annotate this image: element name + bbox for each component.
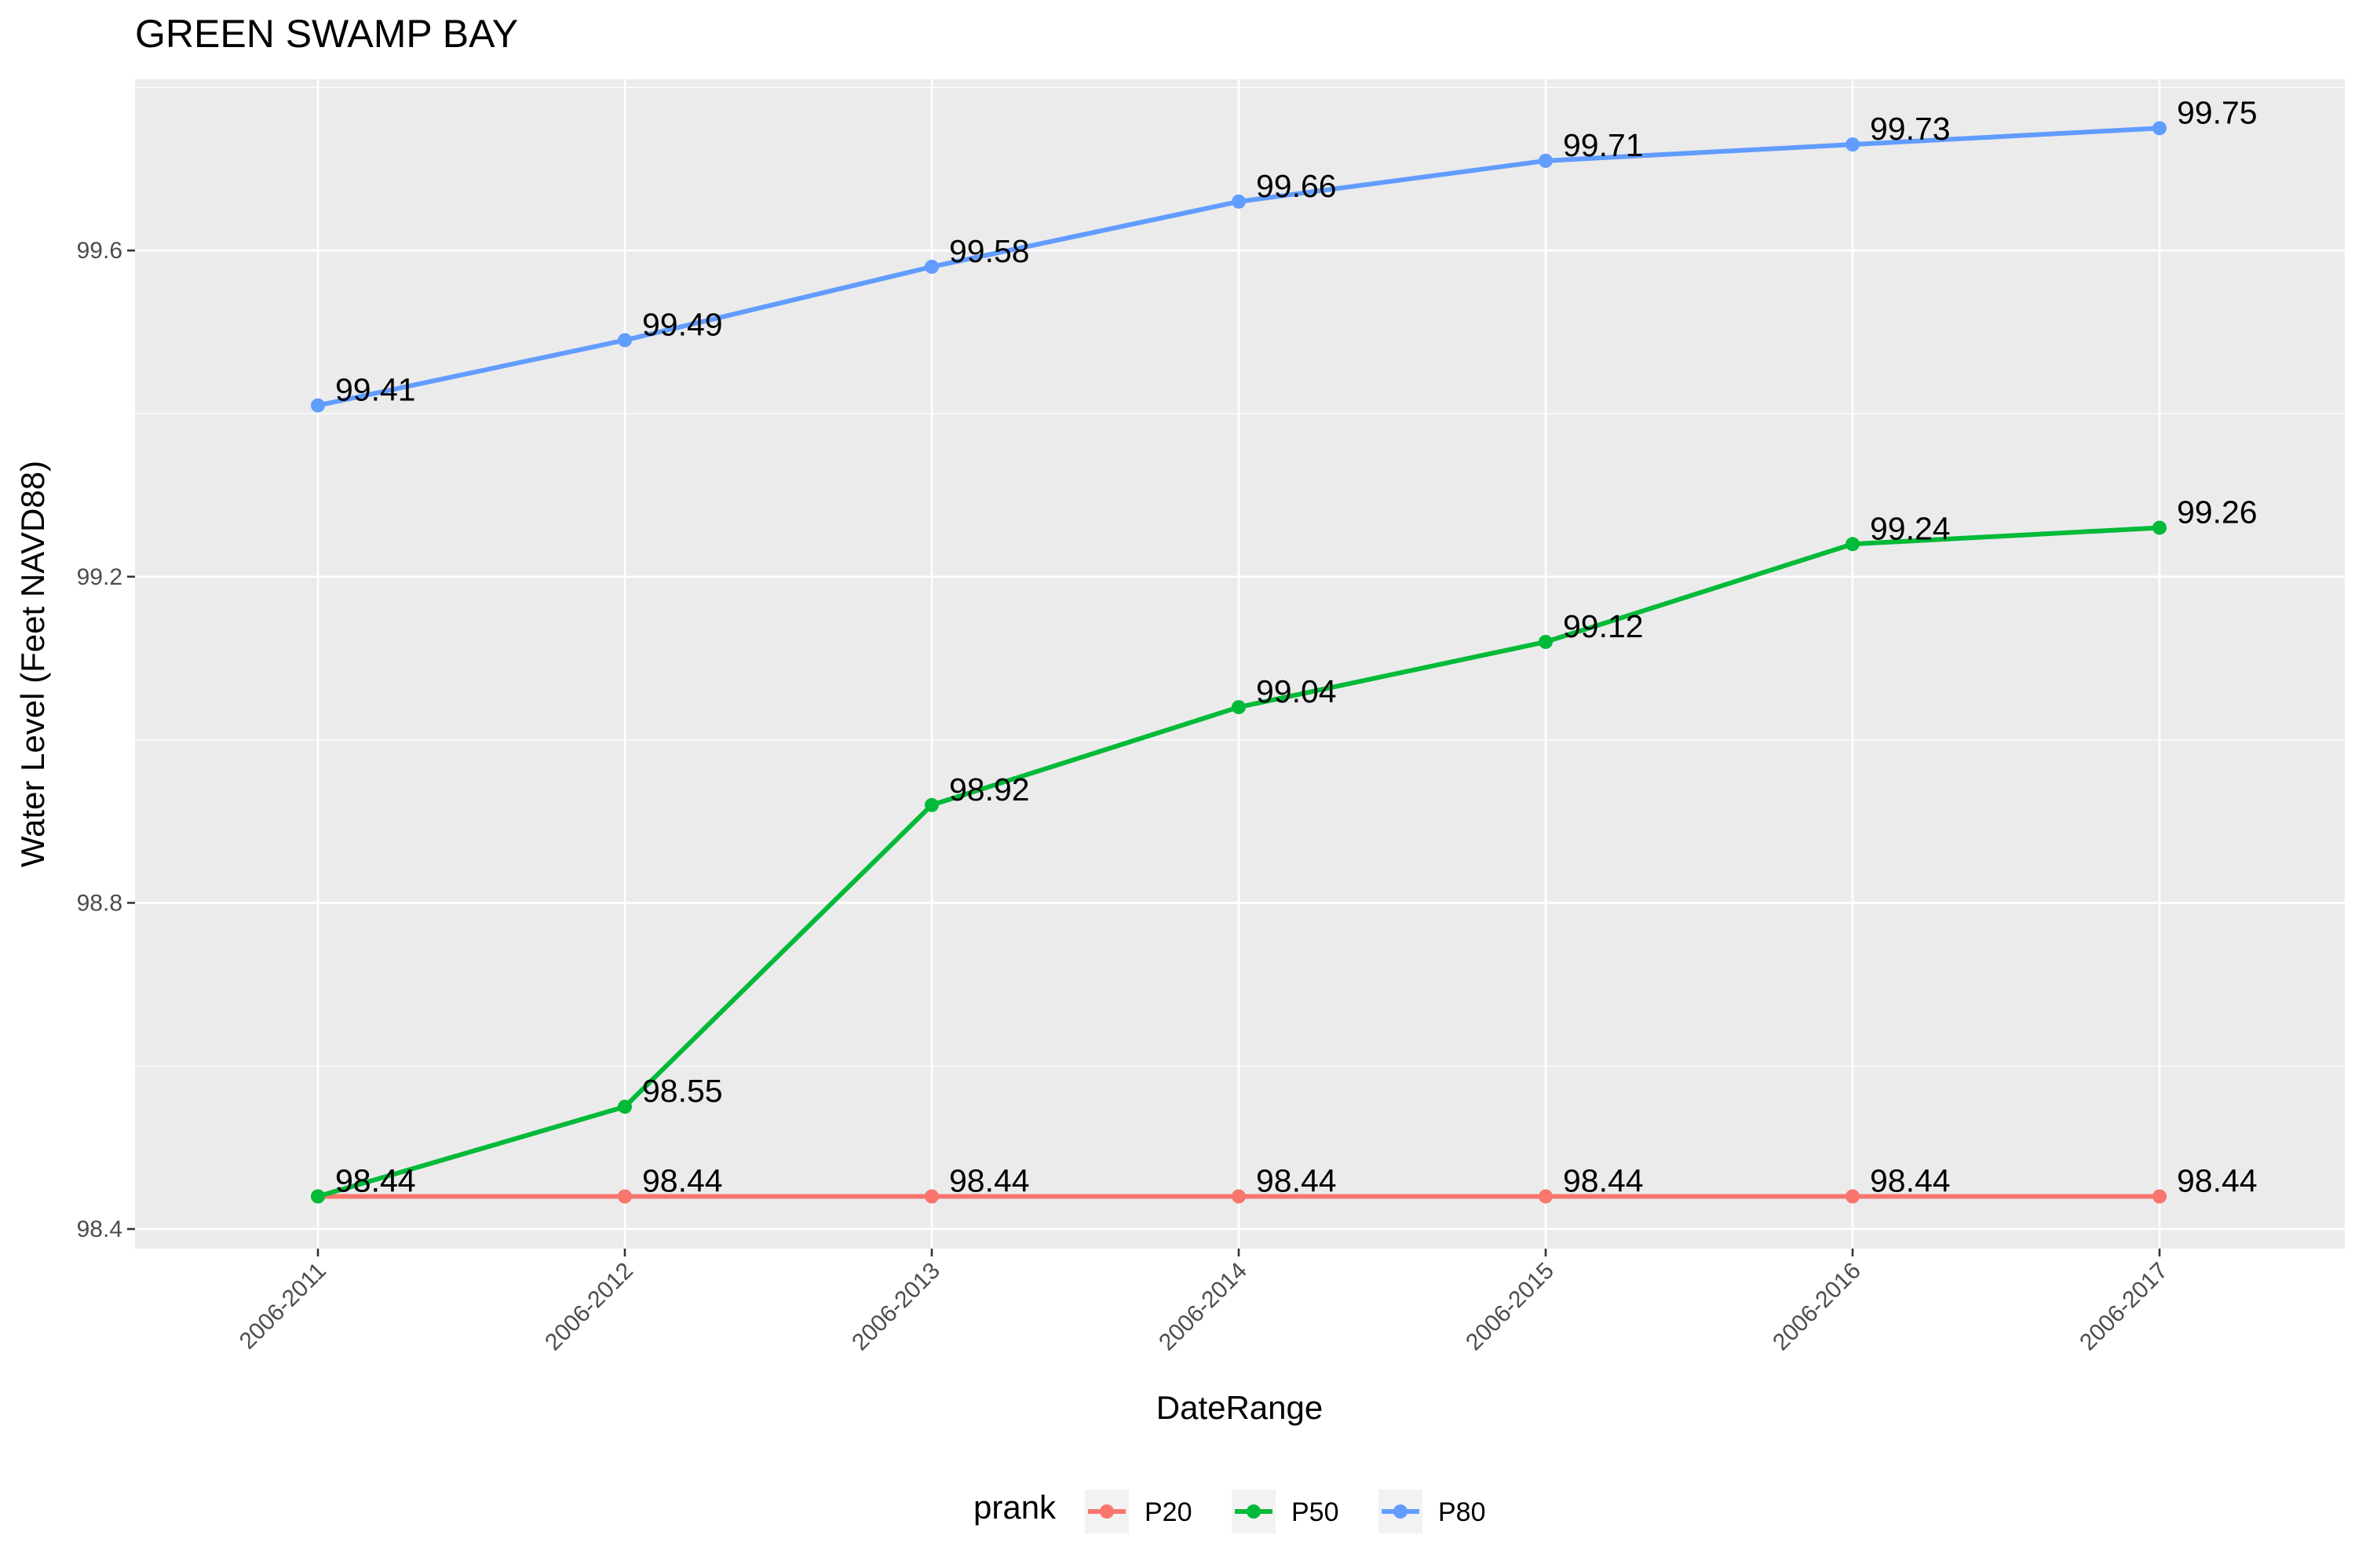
data-label-p50: 98.44 [335,1163,416,1199]
data-label-p20: 98.44 [1870,1163,1951,1199]
legend-key-point-p20 [1100,1504,1114,1519]
x-tick-label: 2006-2013 [847,1258,945,1356]
data-point-p50 [925,797,939,812]
legend-key-point-p80 [1393,1504,1408,1519]
plot-panel [135,79,2345,1249]
data-point-p80 [1539,153,1553,168]
data-label-p20: 98.44 [2177,1163,2258,1199]
data-label-p50: 99.04 [1256,673,1337,709]
data-point-p20 [1232,1189,1246,1204]
data-label-p50: 99.26 [2177,494,2258,530]
x-tick-label: 2006-2011 [235,1258,331,1355]
data-label-p20: 98.44 [1563,1163,1644,1199]
data-label-p20: 98.44 [642,1163,723,1199]
data-point-p20 [925,1189,939,1204]
legend: prank P20 P50 P80 [973,1489,1486,1533]
data-series [311,121,2167,1204]
legend-label-p20: P20 [1145,1497,1192,1527]
x-tick-label: 2006-2012 [540,1258,638,1356]
data-point-p20 [1846,1189,1860,1204]
legend-title: prank [973,1489,1057,1526]
data-point-p20 [1539,1189,1553,1204]
y-tick-label: 98.8 [77,890,122,916]
data-label-p80: 99.75 [2177,94,2258,130]
data-point-p20 [618,1189,632,1204]
data-point-p20 [2152,1189,2167,1204]
data-label-p50: 99.24 [1870,510,1951,546]
data-label-p80: 99.66 [1256,168,1337,204]
x-tick-label: 2006-2016 [1768,1258,1866,1356]
y-tick-label: 99.6 [77,238,122,264]
data-point-p50 [618,1099,632,1114]
y-tick-label: 98.4 [77,1216,122,1242]
data-label-p80: 99.71 [1563,127,1644,163]
data-label-p20: 98.44 [949,1163,1030,1199]
data-label-p50: 98.55 [642,1073,723,1109]
data-labels: 98.44 98.44 98.44 98.44 98.44 98.44 98.4498.44… [335,94,2258,1198]
data-point-p80 [2152,121,2167,136]
data-point-p50 [1539,634,1553,649]
data-point-p50 [1846,537,1860,552]
data-label-p50: 99.12 [1563,608,1644,644]
data-label-p80: 99.49 [642,306,723,342]
data-label-p80: 99.58 [949,233,1030,269]
x-tick-label: 2006-2015 [1461,1258,1559,1356]
grid-lines [135,79,2345,1249]
y-axis-title: Water Level (Feet NAVD88) [14,461,51,867]
data-point-p50 [1232,700,1246,715]
legend-key-point-p50 [1247,1504,1261,1519]
data-label-p80: 99.73 [1870,111,1951,147]
legend-label-p80: P80 [1438,1497,1486,1527]
x-tick-label: 2006-2014 [1154,1258,1252,1356]
data-point-p80 [1232,194,1246,209]
y-tick-label: 99.2 [77,564,122,590]
data-point-p80 [1846,137,1860,152]
data-point-p80 [311,398,325,413]
data-label-p50: 98.92 [949,771,1030,808]
x-tick-label: 2006-2017 [2075,1258,2173,1356]
data-point-p80 [618,333,632,348]
chart-title: GREEN SWAMP BAY [135,12,518,56]
data-label-p20: 98.44 [335,1163,416,1199]
legend-label-p50: P50 [1291,1497,1339,1527]
data-label-p80: 99.41 [335,372,416,408]
data-point-p80 [925,259,939,274]
x-axis-title: DateRange [1156,1389,1323,1426]
data-point-p50 [2152,520,2167,535]
data-label-p20: 98.44 [1256,1163,1337,1199]
data-point-p50 [311,1189,325,1204]
